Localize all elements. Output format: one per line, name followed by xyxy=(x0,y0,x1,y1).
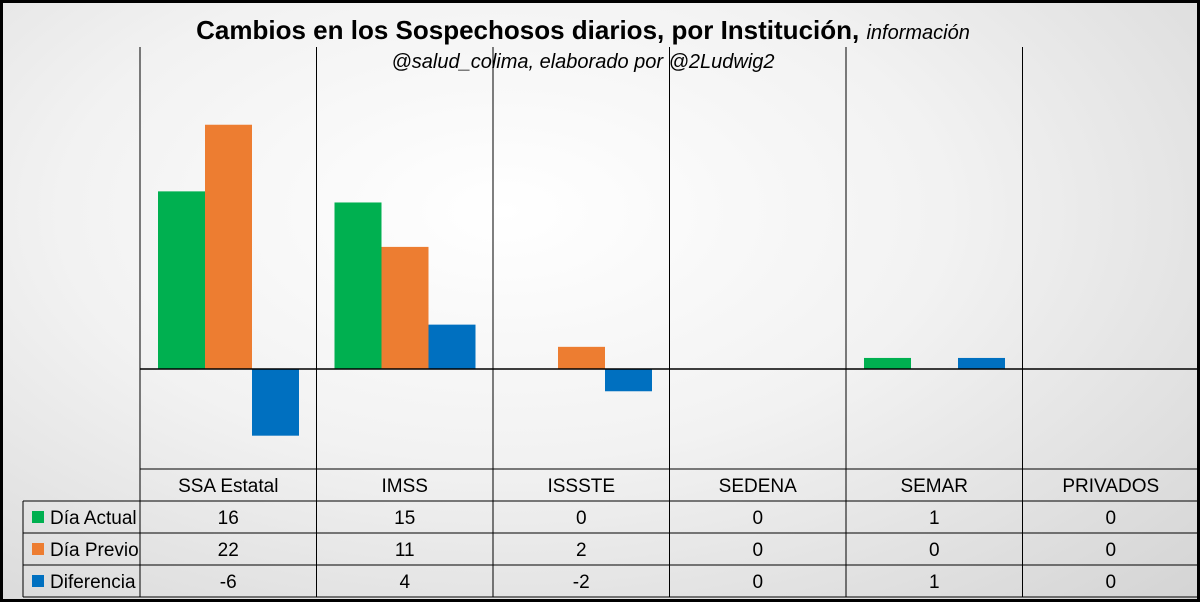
bar-dia-previo-issste xyxy=(558,346,605,370)
value-diferencia-privados: 0 xyxy=(1105,572,1116,593)
legend-label-diferencia: Diferencia xyxy=(50,572,136,593)
value-diferencia-issste: -2 xyxy=(573,572,590,593)
chart-title: Cambios en los Sospechosos diarios, por … xyxy=(3,15,1163,46)
category-label-semar: SEMAR xyxy=(900,476,968,497)
value-dia-previo-sedena: 0 xyxy=(752,540,763,561)
value-dia-previo-ssa-estatal: 22 xyxy=(218,540,239,561)
value-diferencia-ssa-estatal: -6 xyxy=(220,572,237,593)
value-dia-actual-issste: 0 xyxy=(576,508,587,529)
bar-dia-previo-imss xyxy=(381,246,429,370)
bar-dia-actual-ssa-estatal xyxy=(158,191,205,370)
legend-key-diferencia xyxy=(32,575,44,587)
category-label-ssa-estatal: SSA Estatal xyxy=(178,476,278,497)
category-label-issste: ISSSTE xyxy=(547,476,615,497)
legend-label-dia-previo: Día Previo xyxy=(50,540,139,561)
legend-key-dia-previo xyxy=(32,543,44,555)
bar-diferencia-issste xyxy=(605,369,652,392)
value-diferencia-imss: 4 xyxy=(399,572,410,593)
bar-chart: SSA Estatal IMSS ISSSTE SEDENA SEMAR PRIVADOS… xyxy=(22,47,1197,598)
bar-dia-previo-ssa-estatal xyxy=(205,124,252,370)
category-label-imss: IMSS xyxy=(382,476,428,497)
bar-dia-actual-semar xyxy=(864,357,911,370)
value-dia-previo-issste: 2 xyxy=(576,540,587,561)
category-label-privados: PRIVADOS xyxy=(1062,476,1159,497)
value-diferencia-sedena: 0 xyxy=(752,572,763,593)
chart-subtitle: @salud_colima, elaborado por @2Ludwig2 xyxy=(391,51,775,73)
chart-title-note: información xyxy=(866,22,970,44)
legend-key-dia-actual xyxy=(32,511,44,523)
value-dia-previo-privados: 0 xyxy=(1105,540,1116,561)
value-dia-previo-imss: 11 xyxy=(395,540,415,561)
value-dia-actual-ssa-estatal: 16 xyxy=(218,508,239,529)
value-dia-actual-imss: 15 xyxy=(394,508,415,529)
bar-diferencia-ssa-estatal xyxy=(252,369,299,436)
legend-label-dia-actual: Día Actual xyxy=(50,508,137,529)
value-dia-actual-semar: 1 xyxy=(929,508,940,529)
value-dia-previo-semar: 0 xyxy=(929,540,940,561)
value-dia-actual-sedena: 0 xyxy=(752,508,763,529)
bar-diferencia-semar xyxy=(958,357,1005,370)
value-dia-actual-privados: 0 xyxy=(1105,508,1116,529)
category-label-sedena: SEDENA xyxy=(719,476,797,497)
bar-dia-actual-imss xyxy=(334,202,382,370)
chart-title-text: Cambios en los Sospechosos diarios, por … xyxy=(196,15,860,45)
bar-diferencia-imss xyxy=(428,324,476,370)
value-diferencia-semar: 1 xyxy=(929,572,940,593)
